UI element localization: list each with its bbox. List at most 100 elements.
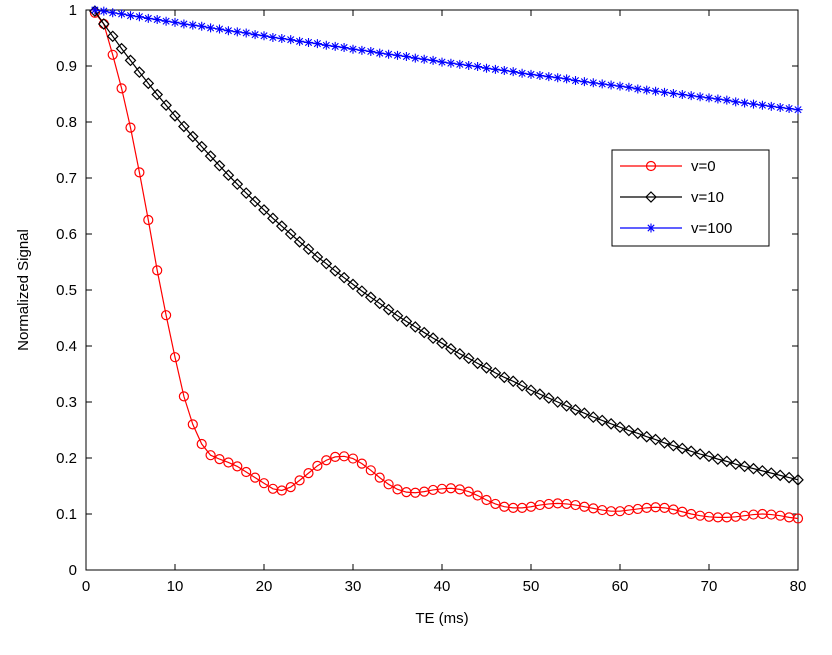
data-point xyxy=(178,120,190,133)
data-point xyxy=(364,291,377,304)
data-point xyxy=(453,347,466,360)
data-point xyxy=(294,475,305,486)
data-point xyxy=(578,407,591,420)
data-point xyxy=(712,453,724,465)
data-point xyxy=(686,91,696,101)
data-point xyxy=(169,352,181,363)
data-point xyxy=(615,81,625,91)
legend-marker xyxy=(645,160,657,172)
data-point xyxy=(320,257,333,270)
data-point xyxy=(720,455,733,468)
data-point xyxy=(213,159,226,172)
data-point xyxy=(792,473,804,486)
data-point xyxy=(713,94,723,104)
x-tick-label: 20 xyxy=(256,578,273,595)
legend-marker xyxy=(646,223,656,233)
data-point xyxy=(250,472,261,483)
data-point xyxy=(106,30,119,43)
data-point xyxy=(259,31,269,41)
data-point xyxy=(436,337,448,350)
y-tick-label: 0.2 xyxy=(56,450,77,467)
data-point xyxy=(658,437,671,449)
data-point xyxy=(124,54,137,67)
legend-marker xyxy=(645,191,657,203)
data-point xyxy=(133,66,146,79)
data-point xyxy=(365,465,376,476)
data-point xyxy=(703,450,715,463)
data-point xyxy=(471,357,484,370)
data-point xyxy=(642,85,652,95)
data-point xyxy=(765,467,778,479)
data-point xyxy=(722,95,732,105)
data-point xyxy=(311,251,324,263)
data-point xyxy=(391,309,404,322)
data-point xyxy=(195,140,208,153)
data-point xyxy=(125,122,136,133)
data-point xyxy=(526,69,536,79)
data-point xyxy=(178,391,189,402)
data-point xyxy=(481,494,492,506)
y-tick-label: 0.3 xyxy=(56,394,77,411)
data-point xyxy=(614,421,626,434)
data-point xyxy=(196,438,207,450)
data-point xyxy=(393,50,402,60)
y-tick-label: 0.7 xyxy=(56,170,77,187)
data-point xyxy=(553,73,563,83)
data-point xyxy=(624,82,634,92)
data-point xyxy=(384,49,394,59)
data-point xyxy=(170,17,180,27)
data-point xyxy=(400,315,413,328)
data-point xyxy=(267,212,279,225)
data-point xyxy=(490,498,501,510)
data-point xyxy=(410,53,420,63)
data-point xyxy=(749,99,758,109)
data-point xyxy=(631,427,644,440)
data-point xyxy=(783,471,795,484)
data-point xyxy=(152,265,163,276)
data-point xyxy=(356,285,368,297)
data-point xyxy=(499,65,509,75)
x-tick-label: 60 xyxy=(612,578,629,595)
x-tick-label: 10 xyxy=(167,578,184,595)
data-point xyxy=(249,195,261,208)
legend: v=0 v=10 v=100 xyxy=(611,149,770,247)
data-point xyxy=(338,271,350,284)
data-point xyxy=(258,478,270,489)
data-point xyxy=(382,303,395,316)
data-point xyxy=(268,32,278,42)
data-point xyxy=(142,77,155,90)
data-point xyxy=(373,297,386,310)
data-point xyxy=(704,93,714,103)
data-point xyxy=(329,265,342,277)
data-point xyxy=(284,228,297,240)
data-point xyxy=(740,98,750,108)
data-point xyxy=(90,5,100,15)
y-tick-label: 0.5 xyxy=(56,282,77,299)
data-point xyxy=(231,178,244,191)
series-v=100 xyxy=(90,5,803,115)
data-point xyxy=(347,278,359,291)
data-point xyxy=(516,379,528,392)
data-point xyxy=(507,375,520,388)
data-point xyxy=(579,77,589,87)
data-point xyxy=(241,466,252,478)
data-point xyxy=(161,310,172,321)
data-point xyxy=(160,99,172,112)
data-point xyxy=(383,479,394,490)
data-point xyxy=(152,15,162,25)
data-point xyxy=(126,11,135,21)
data-point xyxy=(232,461,243,472)
data-point xyxy=(676,442,689,455)
data-point xyxy=(774,469,787,482)
data-point xyxy=(275,220,288,233)
data-point xyxy=(205,450,216,461)
data-point xyxy=(348,44,358,54)
data-point xyxy=(544,72,554,82)
data-point xyxy=(179,19,189,29)
data-point xyxy=(738,460,751,473)
data-point xyxy=(542,392,555,404)
data-point xyxy=(250,30,260,40)
data-point xyxy=(321,40,331,50)
data-point xyxy=(303,468,314,479)
